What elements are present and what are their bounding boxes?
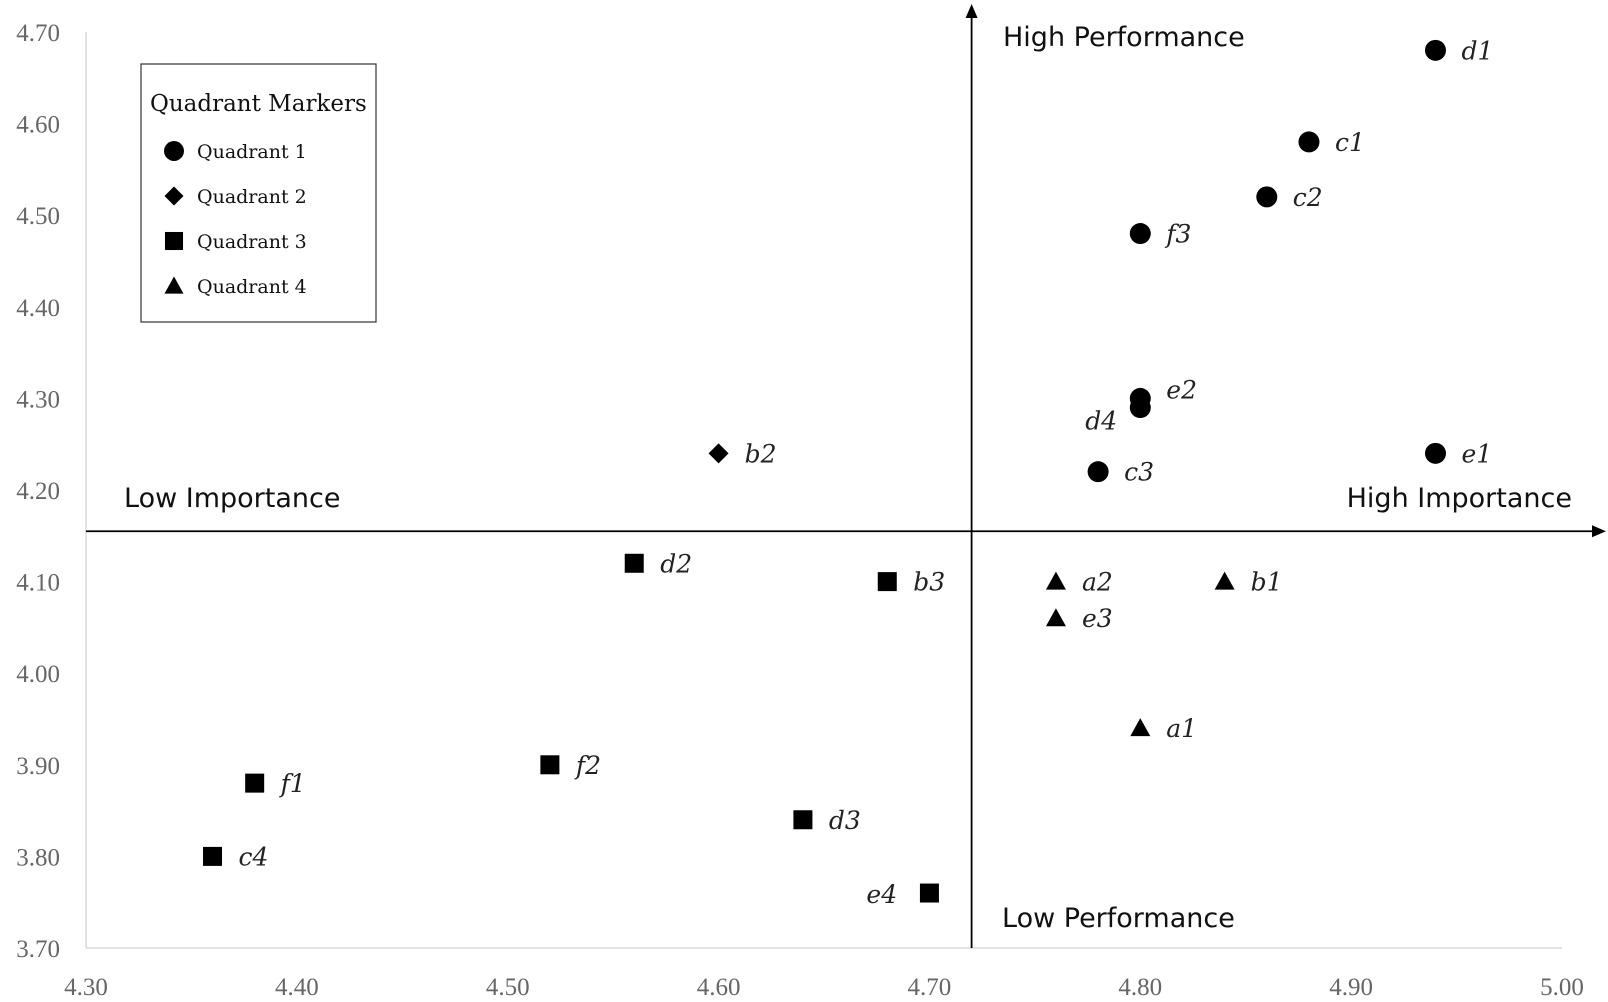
point-b3-marker [877,572,897,592]
point-e1-marker [1424,442,1446,464]
point-c3-label: c3 [1124,458,1154,487]
y-tick-label: 4.10 [16,570,60,597]
point-d4-marker [1129,397,1151,419]
point-e1-label: e1 [1461,439,1492,468]
point-d3-label: d3 [829,806,861,835]
legend-marker-circle [164,141,184,161]
y-tick-label: 3.70 [16,936,60,963]
point-c3-marker [1087,461,1109,483]
horizontal-axis-arrow [1592,525,1606,538]
x-tick-label: 4.90 [1329,974,1373,1001]
point-c4-marker [203,846,223,866]
quadrant-label-left: Low Importance [124,483,340,514]
point-c1-marker [1298,131,1320,153]
y-tick-label: 4.30 [16,386,60,413]
x-tick-label: 4.40 [275,974,319,1001]
point-f2-marker [540,755,560,775]
quadrant-labels: High Performance Low Performance Low Imp… [124,22,1572,934]
legend: Quadrant Markers Quadrant 1 Quadrant 2 Qua… [140,63,377,323]
point-b2-marker [708,443,729,464]
point-b1-marker [1214,571,1235,590]
legend-title: Quadrant Markers [150,91,367,117]
point-b2-label: b2 [745,439,777,468]
point-a2-label: a2 [1082,568,1113,597]
y-tick-label: 4.20 [16,478,60,505]
quadrant-label-bottom: Low Performance [1002,903,1235,934]
legend-marker-diamond [164,186,184,206]
y-tick-label: 4.50 [16,203,60,230]
x-tick-label: 5.00 [1540,974,1584,1001]
point-f3-label: f3 [1164,220,1191,249]
point-e3-marker [1045,608,1066,627]
legend-marker-triangle [164,276,184,294]
point-a2-marker [1045,571,1066,590]
point-e3-label: e3 [1082,604,1113,633]
legend-label: Quadrant 1 [197,141,307,163]
point-c1-label: c1 [1335,128,1365,157]
x-tick-label: 4.80 [1118,974,1162,1001]
point-d4-label: d4 [1085,407,1117,436]
point-b3-label: b3 [913,568,945,597]
y-tick-label: 4.40 [16,295,60,322]
x-tick-label: 4.30 [64,974,108,1001]
point-a1-label: a1 [1166,714,1197,743]
x-tick-label: 4.60 [697,974,741,1001]
legend-label: Quadrant 2 [197,186,307,208]
point-d2-marker [624,553,644,573]
y-axis-ticks: 3.70 3.80 3.90 4.00 4.10 4.20 4.30 4.40 4.50 4.60… [16,20,60,963]
point-f2-label: f2 [574,751,601,780]
point-c4-label: c4 [239,842,269,871]
point-e4-marker [919,883,939,903]
y-tick-label: 3.90 [16,753,60,780]
point-e4-label: e4 [866,880,897,909]
point-d1-marker [1424,39,1446,61]
point-f3-marker [1129,223,1151,245]
quadrant-label-right: High Importance [1347,483,1572,514]
y-tick-label: 4.00 [16,661,60,688]
x-tick-label: 4.70 [908,974,952,1001]
point-d1-label: d1 [1461,36,1493,65]
x-tick-label: 4.50 [486,974,530,1001]
legend-marker-square [164,231,184,251]
x-axis-ticks: 4.30 4.40 4.50 4.60 4.70 4.80 4.90 5.00 [64,974,1584,1001]
point-e2-label: e2 [1166,375,1197,404]
quadrant-label-top: High Performance [1003,22,1245,53]
point-b1-label: b1 [1251,568,1283,597]
vertical-axis-arrow [965,4,978,18]
legend-label: Quadrant 4 [197,276,307,298]
point-f1-label: f1 [279,769,306,798]
y-tick-label: 3.80 [16,844,60,871]
y-tick-label: 4.70 [16,20,60,47]
point-c2-label: c2 [1293,183,1323,212]
quadrant-axes [86,4,1606,948]
point-c2-marker [1256,186,1278,208]
point-d3-marker [793,810,813,830]
legend-box [140,63,377,323]
point-a1-marker [1130,718,1151,737]
legend-label: Quadrant 3 [197,231,307,253]
plot-frame [85,32,1562,949]
point-d2-label: d2 [660,549,692,578]
point-f1-marker [245,773,265,793]
y-tick-label: 4.60 [16,112,60,139]
